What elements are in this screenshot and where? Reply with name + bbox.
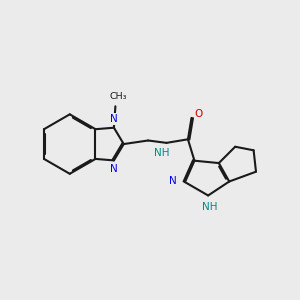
Text: NH: NH [202, 202, 218, 212]
Text: N: N [110, 114, 118, 124]
Text: CH₃: CH₃ [109, 92, 127, 101]
Text: O: O [195, 109, 203, 119]
Text: N: N [169, 176, 176, 186]
Text: NH: NH [154, 148, 170, 158]
Text: N: N [110, 164, 118, 174]
